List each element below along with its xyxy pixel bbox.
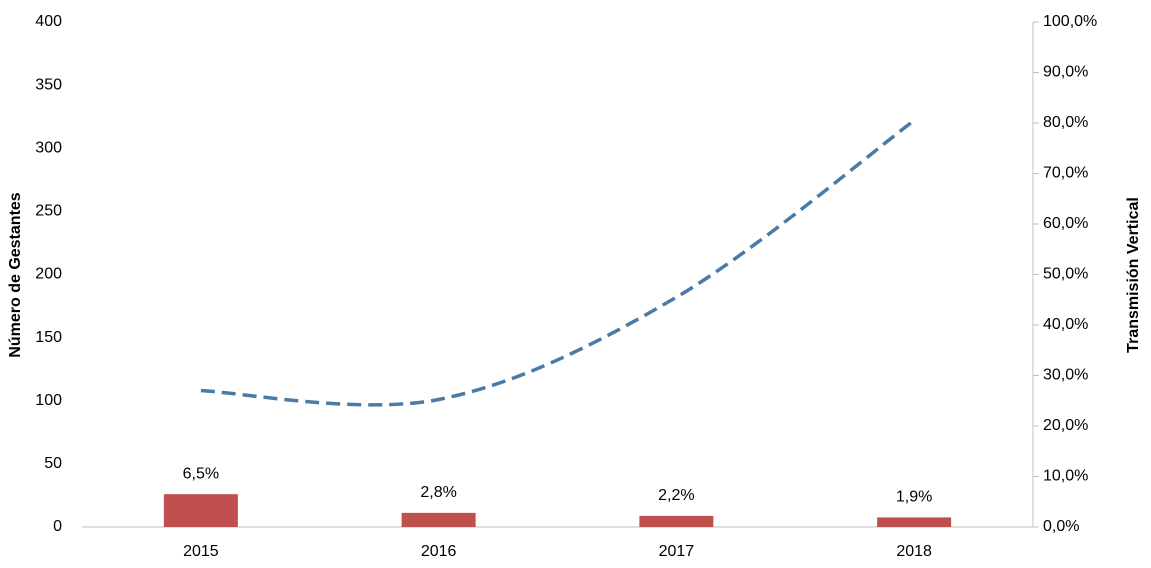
y2-tick-label: 100,0% (1043, 13, 1097, 30)
y2-axis-title: Transmisión Vertical (1125, 197, 1142, 353)
y2-tick-label: 50,0% (1043, 266, 1088, 283)
data-label: 2,2% (658, 487, 694, 504)
x-tick-label: 2017 (659, 543, 695, 560)
y-tick-label: 400 (35, 13, 62, 30)
y2-tick-label: 20,0% (1043, 417, 1088, 434)
y2-tick-label: 60,0% (1043, 215, 1088, 232)
y2-tick-label: 30,0% (1043, 367, 1088, 384)
y-axis-title: Número de Gestantes (7, 192, 24, 357)
x-tick-label: 2016 (421, 543, 457, 560)
bar (401, 512, 476, 527)
bar (639, 515, 714, 527)
line (200, 119, 916, 407)
y2-tick-label: 70,0% (1043, 165, 1088, 182)
y2-tick-label: 80,0% (1043, 114, 1088, 131)
bar (163, 494, 238, 527)
y-tick-label: 350 (35, 76, 62, 93)
bar (877, 517, 952, 527)
y-tick-label: 150 (35, 329, 62, 346)
y-tick-label: 250 (35, 203, 62, 220)
y2-tick-label: 10,0% (1043, 468, 1088, 485)
data-label: 2,8% (420, 484, 456, 501)
y-tick-label: 50 (44, 455, 62, 472)
y2-tick-label: 40,0% (1043, 316, 1088, 333)
y2-tick-label: 0,0% (1043, 518, 1079, 535)
y-tick-label: 0 (53, 518, 62, 535)
y-tick-label: 100 (35, 392, 62, 409)
y2-tick-label: 90,0% (1043, 64, 1088, 81)
data-label: 1,9% (896, 489, 932, 506)
x-tick-label: 2018 (896, 543, 932, 560)
y-tick-label: 200 (35, 266, 62, 283)
data-label: 6,5% (183, 465, 219, 482)
y-tick-label: 300 (35, 139, 62, 156)
x-tick-label: 2015 (183, 543, 219, 560)
